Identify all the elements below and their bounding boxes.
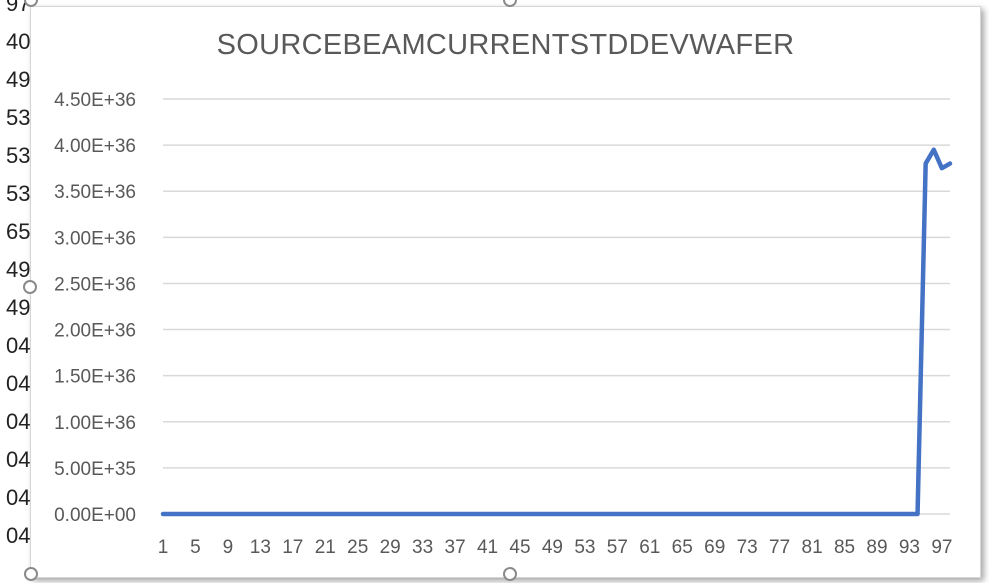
y-tick-label: 4.00E+36 — [54, 136, 136, 157]
y-tick-label: 2.00E+36 — [54, 321, 136, 342]
y-tick-label: 1.00E+36 — [54, 413, 136, 434]
x-tick-label: 33 — [412, 537, 433, 558]
x-tick-label: 69 — [704, 537, 725, 558]
row-label: 49 — [6, 257, 30, 282]
resize-handle-left-middle[interactable] — [23, 280, 37, 294]
row-label: 04 — [6, 371, 30, 396]
y-tick-label: 3.50E+36 — [54, 182, 136, 203]
x-tick-label: 65 — [672, 537, 693, 558]
resize-handle-top-center[interactable] — [503, 0, 517, 7]
x-tick-label: 77 — [769, 537, 790, 558]
x-tick-label: 41 — [477, 537, 498, 558]
resize-handle-top-left[interactable] — [24, 0, 38, 7]
row-label: 04 — [6, 333, 30, 358]
row-label: 53 — [6, 143, 30, 168]
row-label: 65 — [6, 219, 30, 244]
y-tick-label: 5.00E+35 — [54, 459, 136, 480]
x-tick-label: 5 — [190, 537, 201, 558]
x-tick-label: 61 — [639, 537, 660, 558]
x-tick-label: 13 — [250, 537, 271, 558]
row-label: 53 — [6, 181, 30, 206]
x-tick-label: 29 — [380, 537, 401, 558]
x-tick-label: 93 — [899, 537, 920, 558]
row-label: 49 — [6, 295, 30, 320]
chart-area[interactable]: SOURCEBEAMCURRENTSTDDEVWAFER 0.00E+00 5.0… — [30, 6, 981, 578]
x-tick-label: 81 — [802, 537, 823, 558]
y-tick-label: 2.50E+36 — [54, 274, 136, 295]
y-tick-label: 0.00E+00 — [54, 505, 136, 526]
x-tick-label: 17 — [282, 537, 303, 558]
y-tick-label: 1.50E+36 — [54, 367, 136, 388]
row-label: 97 — [6, 0, 30, 16]
x-tick-label: 25 — [347, 537, 368, 558]
x-tick-label: 53 — [574, 537, 595, 558]
row-label: 04 — [6, 523, 30, 548]
row-label: 04 — [6, 409, 30, 434]
x-tick-label: 89 — [866, 537, 887, 558]
resize-handle-bottom-left[interactable] — [24, 567, 38, 581]
row-label: 04 — [6, 447, 30, 472]
x-tick-label: 73 — [737, 537, 758, 558]
row-label: 40 — [6, 29, 30, 54]
x-tick-label: 49 — [542, 537, 563, 558]
y-tick-label: 4.50E+36 — [54, 90, 136, 111]
line-chart: 0.00E+00 5.00E+35 1.00E+36 1.50E+36 2.00E+36… — [54, 90, 953, 558]
x-tick-label: 85 — [834, 537, 855, 558]
row-label: 04 — [6, 485, 30, 510]
x-tick-label: 45 — [509, 537, 530, 558]
x-tick-label: 21 — [315, 537, 336, 558]
x-tick-label: 37 — [445, 537, 466, 558]
x-tick-label: 57 — [607, 537, 628, 558]
x-tick-label: 9 — [223, 537, 234, 558]
x-tick-label: 97 — [931, 537, 952, 558]
chart-title[interactable]: SOURCEBEAMCURRENTSTDDEVWAFER — [216, 29, 795, 61]
y-tick-label: 3.00E+36 — [54, 228, 136, 249]
x-tick-label: 1 — [158, 537, 169, 558]
resize-handle-bottom-center[interactable] — [503, 567, 517, 581]
series-line — [160, 147, 953, 517]
row-label: 49 — [6, 67, 30, 92]
row-label: 53 — [6, 105, 30, 130]
